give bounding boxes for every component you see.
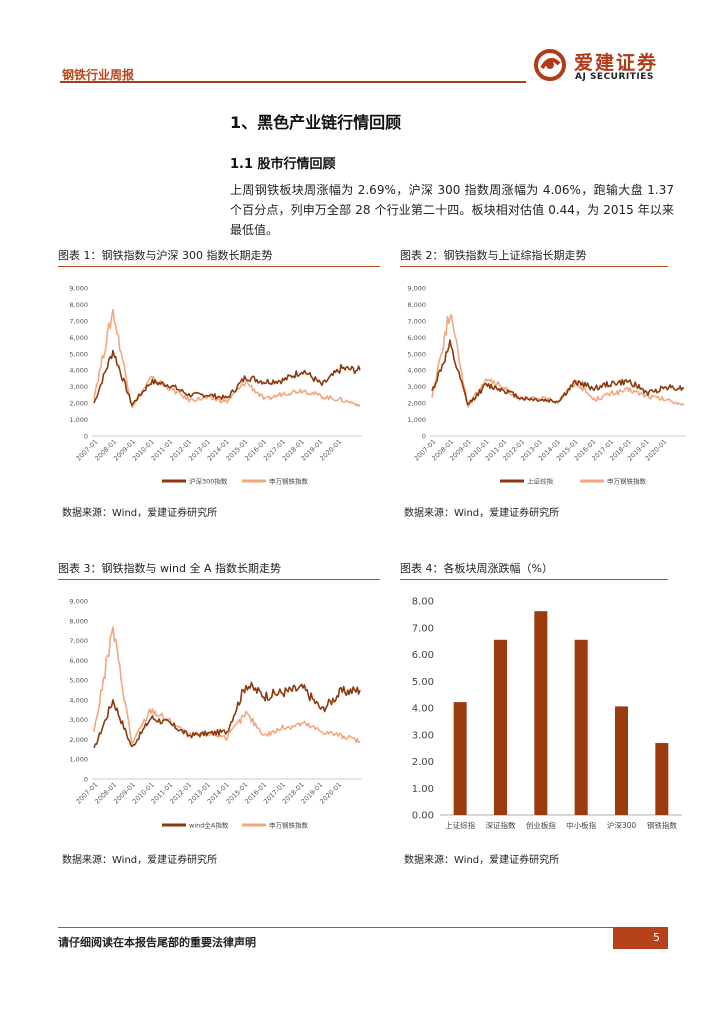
x-category-label: 中小板指 <box>566 820 596 830</box>
logo-chinese-name: 爱建证券 <box>574 52 659 74</box>
y-tick-label: 0 <box>84 433 88 441</box>
figure-2-line-chart: 9,000 8,000 7,000 6,000 5,000 4,000 3,000 2,000… <box>407 285 686 486</box>
y-tick-label: 9,000 <box>69 285 88 293</box>
page-number: 5 <box>613 927 668 949</box>
aj-logo-icon <box>534 49 566 81</box>
bar <box>655 743 669 815</box>
legal-disclaimer-notice: 请仔细阅读在本报告尾部的重要法律声明 <box>58 936 256 949</box>
bar <box>453 702 467 815</box>
y-tick-label: 8,000 <box>69 617 88 625</box>
y-tick-label: 2,000 <box>407 400 426 408</box>
legend-label: 申万钢铁指数 <box>269 477 309 486</box>
footer-divider <box>58 927 613 928</box>
y-tick-label: 7.00 <box>412 623 434 634</box>
x-category-label: 钢铁指数 <box>647 820 677 830</box>
figure-3-line-chart: 9,000 8,000 7,000 6,000 5,000 4,000 3,000 2,000… <box>69 598 362 830</box>
legend-label: wind全A指数 <box>189 821 229 830</box>
figure-1-line-chart: 9,000 8,000 7,000 6,000 5,000 4,000 3,000 2,000… <box>69 285 362 486</box>
y-tick-label: 8,000 <box>407 301 426 309</box>
figure-4-source: 数据来源：Wind，爱建证券研究所 <box>404 855 560 866</box>
y-tick-label: 1.00 <box>412 784 434 795</box>
figure-4-caption: 图表 4：各板块周涨跌幅（%） <box>400 561 668 580</box>
y-tick-label: 5,000 <box>69 677 88 685</box>
legend-label: 申万钢铁指数 <box>269 821 309 830</box>
report-section-label: 钢铁行业周报 <box>62 68 135 82</box>
y-tick-label: 6,000 <box>69 334 88 342</box>
y-tick-label: 6,000 <box>407 334 426 342</box>
y-tick-label: 4,000 <box>69 367 88 375</box>
x-category-label: 沪深300 <box>607 820 637 830</box>
section-heading: 1、黑色产业链行情回顾 <box>230 113 402 132</box>
bar <box>615 706 628 815</box>
subsection-heading: 1.1 股市行情回顾 <box>230 157 336 172</box>
y-tick-label: 2,000 <box>69 400 88 408</box>
y-tick-label: 7,000 <box>69 317 88 325</box>
bar <box>534 611 548 815</box>
y-tick-label: 8,000 <box>69 301 88 309</box>
y-tick-label: 5,000 <box>69 350 88 358</box>
figure-3-source: 数据来源：Wind，爱建证券研究所 <box>62 855 218 866</box>
y-tick-label: 3,000 <box>69 383 88 391</box>
logo-english-name: AJ SECURITIES <box>575 72 654 82</box>
legend-label: 沪深300指数 <box>189 477 228 486</box>
y-tick-label: 5.00 <box>412 677 434 688</box>
legend-label: 申万钢铁指数 <box>607 477 647 486</box>
figure-2-source: 数据来源：Wind，爱建证券研究所 <box>404 508 560 519</box>
y-tick-label: 8.00 <box>412 597 434 608</box>
x-category-label: 深证指数 <box>486 820 516 830</box>
figure-4-bar-chart: 8.00 7.00 6.00 5.00 4.00 3.00 2.00 1.00 0.00 上证综指… <box>412 597 682 830</box>
y-tick-label: 4,000 <box>407 367 426 375</box>
x-category-label: 创业板指 <box>526 820 556 830</box>
y-tick-label: 9,000 <box>407 285 426 293</box>
y-tick-label: 2,000 <box>69 736 88 744</box>
y-tick-label: 3,000 <box>69 716 88 724</box>
figure-1-caption: 图表 1：钢铁指数与沪深 300 指数长期走势 <box>58 248 380 267</box>
y-tick-label: 4,000 <box>69 696 88 704</box>
x-category-label: 上证综指 <box>445 820 475 830</box>
y-tick-label: 4.00 <box>412 704 434 715</box>
y-tick-label: 0.00 <box>412 811 434 822</box>
figure-3-caption: 图表 3：钢铁指数与 wind 全 A 指数长期走势 <box>58 561 380 580</box>
series-line <box>93 308 361 409</box>
y-tick-label: 3.00 <box>412 730 434 741</box>
y-tick-label: 2.00 <box>412 757 434 768</box>
y-tick-label: 6.00 <box>412 650 434 661</box>
y-tick-label: 1,000 <box>69 416 88 424</box>
series-line <box>93 349 361 406</box>
bar <box>574 639 588 815</box>
figure-2-caption: 图表 2：钢铁指数与上证综指长期走势 <box>400 248 668 267</box>
y-tick-label: 5,000 <box>407 350 426 358</box>
y-tick-label: 1,000 <box>69 756 88 764</box>
y-tick-label: 6,000 <box>69 657 88 665</box>
figure-1-source: 数据来源：Wind，爱建证券研究所 <box>62 508 218 519</box>
series-line <box>93 626 361 745</box>
series-line <box>431 313 685 408</box>
series-line <box>431 339 685 406</box>
y-tick-label: 7,000 <box>407 317 426 325</box>
summary-paragraph: 上周钢铁板块周涨幅为 2.69%，沪深 300 指数周涨幅为 4.06%，跑输大… <box>230 183 674 237</box>
y-tick-label: 0 <box>422 433 426 441</box>
y-tick-label: 0 <box>84 776 88 784</box>
series-line <box>93 681 361 749</box>
y-tick-label: 1,000 <box>407 416 426 424</box>
y-tick-label: 7,000 <box>69 637 88 645</box>
y-tick-label: 9,000 <box>69 598 88 606</box>
legend-label: 上证综指 <box>527 477 554 486</box>
header-divider <box>60 81 526 83</box>
y-tick-label: 3,000 <box>407 383 426 391</box>
bar <box>494 639 507 815</box>
